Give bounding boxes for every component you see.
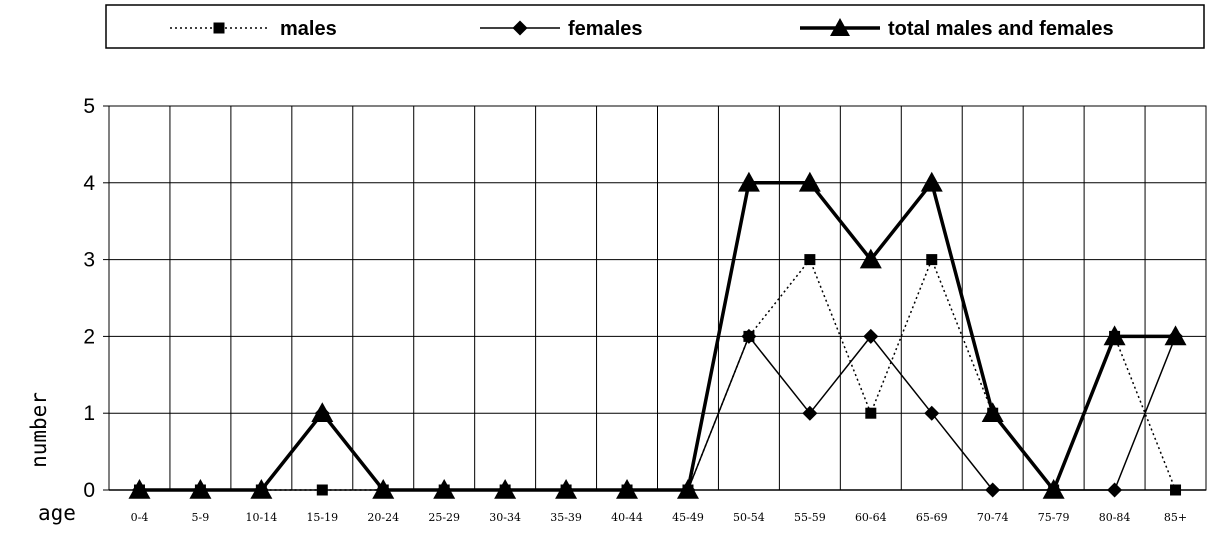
data-point-square xyxy=(926,254,938,266)
legend-label: total males and females xyxy=(888,18,1114,40)
gridlines xyxy=(108,105,1207,491)
data-point-diamond xyxy=(863,328,879,344)
y-tick-label: 4 xyxy=(83,172,95,195)
legend-item: females xyxy=(480,18,643,40)
data-point-square xyxy=(743,330,755,342)
x-tick-label: 65-69 xyxy=(916,511,948,524)
y-tick-label: 3 xyxy=(83,249,95,272)
x-tick-label: 55-59 xyxy=(794,511,826,524)
data-point-triangle xyxy=(798,171,821,192)
x-tick-label: 35-39 xyxy=(550,511,582,524)
y-tick-label: 0 xyxy=(83,479,95,502)
legend: males females total males and females xyxy=(105,4,1205,49)
x-tick-label: 70-74 xyxy=(977,511,1009,524)
data-point-square xyxy=(865,407,877,419)
legend-label: females xyxy=(568,18,643,40)
x-tick-label: 45-49 xyxy=(672,511,704,524)
legend-item: males xyxy=(170,18,337,40)
y-tick-label: 2 xyxy=(83,325,95,348)
legend-item: total males and females xyxy=(800,18,1114,40)
legend-marker-triangle xyxy=(830,18,850,36)
data-point-triangle xyxy=(859,248,882,269)
data-point-diamond xyxy=(314,405,330,421)
x-tick-label: 15-19 xyxy=(306,511,338,524)
y-tick-label: 5 xyxy=(83,95,95,118)
x-tick-label: 10-14 xyxy=(246,511,278,524)
legend-marker-diamond xyxy=(512,20,528,36)
legend-marker-square xyxy=(213,22,225,34)
x-tick-label: 0-4 xyxy=(131,511,149,524)
x-tick-label: 85+ xyxy=(1164,511,1187,524)
x-tick-label: 25-29 xyxy=(428,511,460,524)
x-tick-label: 75-79 xyxy=(1038,511,1070,524)
x-axis-label: age xyxy=(38,501,76,525)
x-tick-label: 40-44 xyxy=(611,511,643,524)
x-tick-label: 20-24 xyxy=(367,511,399,524)
x-tick-label: 80-84 xyxy=(1099,511,1131,524)
y-tick-label: 1 xyxy=(83,402,95,425)
data-point-diamond xyxy=(1168,328,1184,344)
x-tick-label: 30-34 xyxy=(489,511,521,524)
data-point-diamond xyxy=(924,405,940,421)
axes: 0 1 2 3 4 5 0-4 5-9 10-14 15-19 20-24 25-29 30-34 35-… xyxy=(27,95,1206,525)
data-point-square xyxy=(987,407,999,419)
data-point-square xyxy=(1109,330,1121,342)
y-axis-label: number xyxy=(27,392,51,468)
legend-label: males xyxy=(280,18,337,40)
x-tick-label: 60-64 xyxy=(855,511,887,524)
data-point-square xyxy=(804,254,816,266)
legend-box xyxy=(105,4,1205,49)
data-point-triangle xyxy=(920,171,943,192)
x-tick-label: 5-9 xyxy=(192,511,210,524)
data-point-diamond xyxy=(802,405,818,421)
data-point-triangle xyxy=(737,171,760,192)
x-tick-label: 50-54 xyxy=(733,511,765,524)
